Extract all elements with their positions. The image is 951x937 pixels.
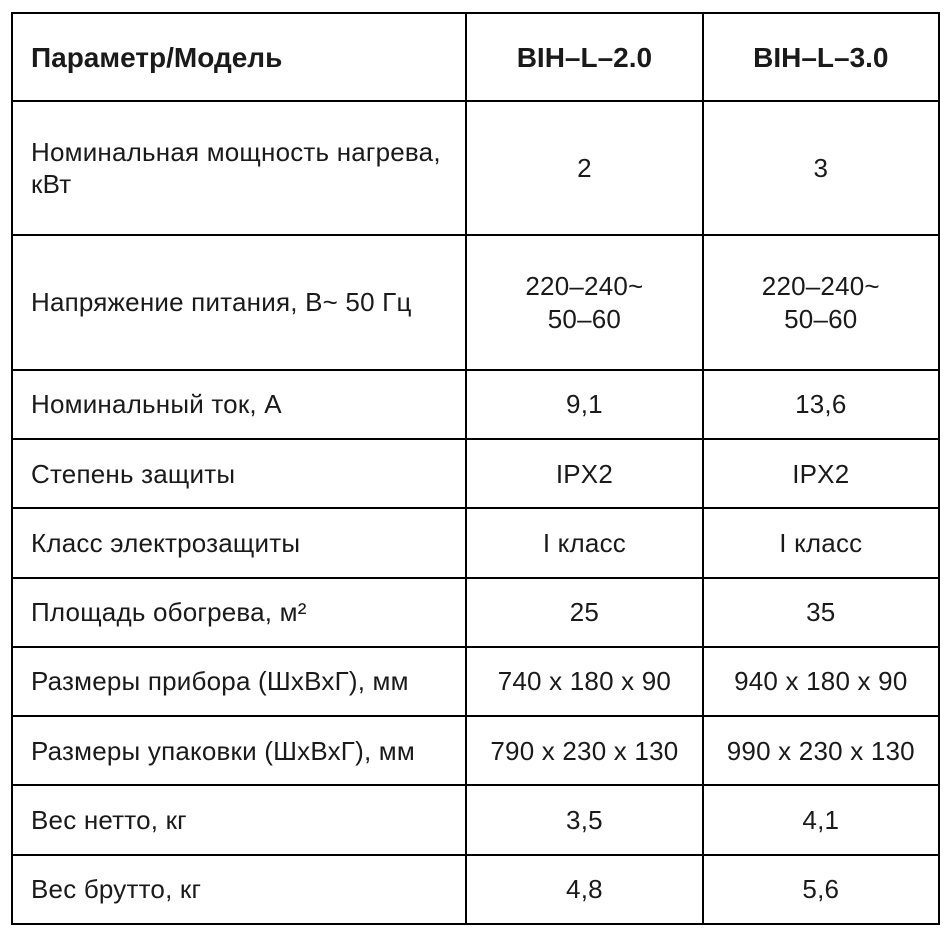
value-cell: 5,6: [703, 855, 939, 924]
value-cell: 3: [703, 101, 939, 235]
table-row: Размеры прибора (ШхВхГ), мм 740 х 180 х …: [12, 647, 939, 716]
value-cell: I класс: [703, 508, 939, 577]
value-cell: I класс: [466, 508, 702, 577]
col-header-param: Параметр/Модель: [12, 13, 466, 101]
table-row: Степень защиты IPX2 IPX2: [12, 439, 939, 508]
col-header-model-30: BIH–L–3.0: [703, 13, 939, 101]
value-cell: 4,8: [466, 855, 702, 924]
table-row: Площадь обогрева, м² 25 35: [12, 578, 939, 647]
param-cell: Размеры упаковки (ШхВхГ), мм: [12, 716, 466, 785]
value-cell: 13,6: [703, 370, 939, 439]
param-cell: Класс электрозащиты: [12, 508, 466, 577]
param-cell: Номинальный ток, А: [12, 370, 466, 439]
table-row: Размеры упаковки (ШхВхГ), мм 790 х 230 х…: [12, 716, 939, 785]
param-cell: Размеры прибора (ШхВхГ), мм: [12, 647, 466, 716]
value-cell: 790 х 230 х 130: [466, 716, 702, 785]
value-cell: 940 х 180 х 90: [703, 647, 939, 716]
param-cell: Напряжение питания, В~ 50 Гц: [12, 235, 466, 369]
value-cell: IPX2: [466, 439, 702, 508]
value-cell: IPX2: [703, 439, 939, 508]
param-cell: Номинальная мощность нагрева, кВт: [12, 101, 466, 235]
value-cell: 9,1: [466, 370, 702, 439]
value-cell: 4,1: [703, 785, 939, 854]
table-row: Класс электрозащиты I класс I класс: [12, 508, 939, 577]
value-cell: 220–240~50–60: [703, 235, 939, 369]
param-cell: Вес нетто, кг: [12, 785, 466, 854]
value-cell: 25: [466, 578, 702, 647]
table-row: Номинальный ток, А 9,1 13,6: [12, 370, 939, 439]
value-cell: 990 х 230 х 130: [703, 716, 939, 785]
table-header-row: Параметр/Модель BIH–L–2.0 BIH–L–3.0: [12, 13, 939, 101]
value-cell: 2: [466, 101, 702, 235]
table-body: Номинальная мощность нагрева, кВт 2 3 На…: [12, 101, 939, 924]
table-row: Номинальная мощность нагрева, кВт 2 3: [12, 101, 939, 235]
page: Параметр/Модель BIH–L–2.0 BIH–L–3.0 Номи…: [0, 0, 951, 937]
value-cell: 3,5: [466, 785, 702, 854]
table-row: Напряжение питания, В~ 50 Гц 220–240~50–…: [12, 235, 939, 369]
table-row: Вес брутто, кг 4,8 5,6: [12, 855, 939, 924]
spec-table: Параметр/Модель BIH–L–2.0 BIH–L–3.0 Номи…: [11, 12, 940, 925]
col-header-model-20: BIH–L–2.0: [466, 13, 702, 101]
table-row: Вес нетто, кг 3,5 4,1: [12, 785, 939, 854]
value-cell: 220–240~50–60: [466, 235, 702, 369]
value-cell: 740 х 180 х 90: [466, 647, 702, 716]
value-cell: 35: [703, 578, 939, 647]
param-cell: Площадь обогрева, м²: [12, 578, 466, 647]
param-cell: Степень защиты: [12, 439, 466, 508]
param-cell: Вес брутто, кг: [12, 855, 466, 924]
